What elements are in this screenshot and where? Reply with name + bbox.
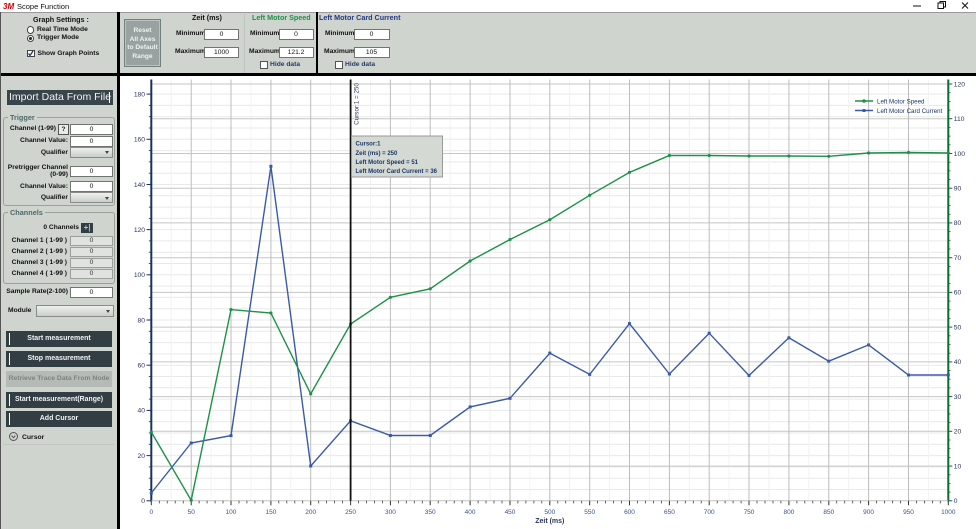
svg-text:40: 40 <box>138 408 146 415</box>
svg-text:300: 300 <box>385 509 396 516</box>
svg-text:Zeit (ms): Zeit (ms) <box>535 518 564 525</box>
svg-text:800: 800 <box>783 509 794 516</box>
svg-text:950: 950 <box>903 509 914 516</box>
svg-text:120: 120 <box>134 227 145 234</box>
svg-text:90: 90 <box>954 186 962 193</box>
svg-text:850: 850 <box>823 509 834 516</box>
svg-text:200: 200 <box>305 509 316 516</box>
svg-text:Cursor:1 = 250: Cursor:1 = 250 <box>354 83 361 125</box>
svg-text:450: 450 <box>505 509 516 516</box>
svg-text:40: 40 <box>954 359 962 366</box>
svg-text:150: 150 <box>265 509 276 516</box>
svg-text:10: 10 <box>954 463 962 470</box>
svg-text:1000: 1000 <box>941 509 956 516</box>
svg-text:600: 600 <box>624 509 635 516</box>
svg-text:550: 550 <box>584 509 595 516</box>
svg-text:0: 0 <box>149 509 153 516</box>
svg-text:160: 160 <box>134 137 145 144</box>
svg-text:180: 180 <box>134 91 145 98</box>
svg-text:50: 50 <box>188 509 196 516</box>
svg-text:500: 500 <box>544 509 555 516</box>
svg-text:750: 750 <box>744 509 755 516</box>
svg-text:100: 100 <box>954 151 965 158</box>
svg-text:140: 140 <box>134 182 145 189</box>
svg-text:120: 120 <box>954 81 965 88</box>
svg-text:80: 80 <box>954 220 962 227</box>
svg-text:20: 20 <box>138 453 146 460</box>
svg-text:700: 700 <box>704 509 715 516</box>
svg-text:20: 20 <box>954 429 962 436</box>
svg-text:350: 350 <box>425 509 436 516</box>
svg-text:Zeit (ms) = 250: Zeit (ms) = 250 <box>356 151 399 157</box>
svg-text:110: 110 <box>954 116 965 123</box>
svg-text:60: 60 <box>138 363 146 370</box>
svg-text:80: 80 <box>138 317 146 324</box>
svg-text:0: 0 <box>141 498 145 505</box>
svg-text:50: 50 <box>954 324 962 331</box>
svg-text:70: 70 <box>954 255 962 262</box>
svg-text:0: 0 <box>954 498 958 505</box>
svg-text:100: 100 <box>226 509 237 516</box>
svg-text:60: 60 <box>954 290 962 297</box>
svg-text:Left Motor Card Current = 36: Left Motor Card Current = 36 <box>356 169 438 175</box>
svg-text:Cursor:1: Cursor:1 <box>356 142 382 148</box>
svg-text:Left Motor Speed: Left Motor Speed <box>877 98 925 105</box>
svg-text:30: 30 <box>954 394 962 401</box>
svg-text:Left Motor Speed = 51: Left Motor Speed = 51 <box>356 160 419 166</box>
svg-text:900: 900 <box>863 509 874 516</box>
svg-text:100: 100 <box>134 272 145 279</box>
svg-text:Left Motor Card Current: Left Motor Card Current <box>877 108 943 115</box>
svg-text:650: 650 <box>664 509 675 516</box>
svg-text:400: 400 <box>465 509 476 516</box>
svg-text:250: 250 <box>345 509 356 516</box>
